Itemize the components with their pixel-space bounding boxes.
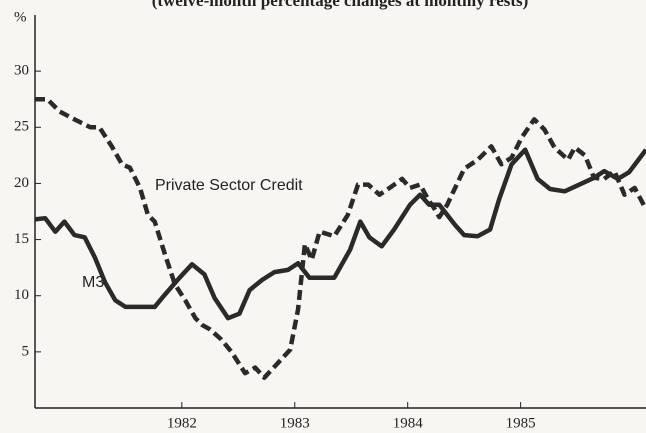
series-line [35,96,646,380]
chart-title: (twelve-month percentage changes at mont… [152,0,529,10]
y-tick-label: 25 [14,119,29,135]
y-tick-label: 30 [14,63,29,79]
y-tick-label: 10 [14,287,29,303]
y-tick-label: 20 [14,175,29,191]
x-tick-label: 1982 [167,415,197,431]
x-tick-label: 1984 [393,415,424,431]
x-tick-label: 1985 [506,415,536,431]
annotation: M3 [82,274,104,291]
y-tick-label: 5 [22,343,30,359]
x-tick-label: 1983 [280,415,310,431]
series-line [34,147,646,321]
annotation: Private Sector Credit [155,177,303,194]
y-unit-label: % [14,9,27,25]
y-tick-label: 15 [14,231,29,247]
